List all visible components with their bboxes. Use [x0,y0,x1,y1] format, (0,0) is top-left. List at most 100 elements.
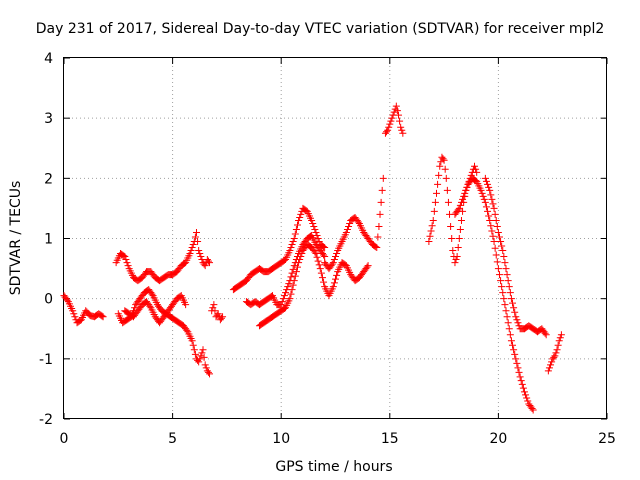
data-point [287,244,295,252]
data-point [342,228,350,236]
data-point [504,319,512,327]
data-point [394,111,402,119]
data-point [555,337,563,345]
data-point [431,198,439,206]
series-segment-12 [451,174,537,414]
data-point [201,262,209,270]
data-point [493,258,501,266]
data-point [312,228,320,236]
data-point [393,107,401,115]
x-tick-label: 0 [60,431,69,447]
data-point [318,274,326,282]
data-point [523,394,531,402]
data-point [315,238,323,246]
data-point [485,212,493,220]
y-tick-label: -1 [39,352,53,368]
data-point [484,180,492,188]
data-point [399,129,407,137]
data-point [386,120,394,128]
data-point [297,210,305,218]
y-tick-label: 3 [44,111,53,127]
data-point [429,216,437,224]
x-tick-label: 5 [168,431,177,447]
data-point [397,123,405,131]
data-point [201,361,209,369]
data-point [296,256,304,264]
y-tick-label: 1 [44,232,53,248]
series-segment-5 [208,301,227,324]
data-point [524,397,532,405]
chart-title: Day 231 of 2017, Sidereal Day-to-day VTE… [36,21,605,37]
data-point [182,301,190,309]
data-point [425,238,433,246]
data-point [518,380,526,388]
data-point [214,310,222,318]
data-point [486,186,494,194]
data-point [313,253,321,261]
data-point [295,259,303,267]
data-point [290,235,298,242]
data-point [494,228,502,236]
data-point [456,201,464,209]
data-point [190,346,198,354]
data-point [454,206,462,214]
data-point [489,200,497,208]
data-point [298,250,306,258]
data-point [332,253,339,261]
data-point [498,242,506,250]
data-point [542,331,550,339]
data-point [186,250,194,258]
data-point [286,247,294,255]
data-point [376,210,384,218]
data-point [492,251,500,259]
data-point [288,269,296,277]
data-point [392,102,400,110]
data-point [512,355,520,363]
data-point [495,233,503,241]
data-point [511,308,519,316]
data-point [461,189,469,197]
data-point [457,216,465,224]
data-point [490,238,498,246]
series-segment-13 [481,174,550,339]
data-point [507,337,515,345]
data-point [388,114,396,122]
data-point [202,364,210,372]
x-tick-label: 25 [598,431,616,447]
data-point [453,253,461,261]
data-point [552,349,560,357]
data-point [430,207,438,215]
data-point [485,183,493,191]
data-point [442,174,450,182]
data-point [500,253,508,261]
y-tick-label: -2 [39,412,53,428]
data-point [463,183,471,191]
x-tick-label: 20 [489,431,507,447]
data-point [293,263,301,271]
data-point [486,216,494,224]
data-point [473,168,481,176]
data-point [556,334,564,342]
data-point [188,337,196,345]
data-point [460,192,468,200]
data-point [206,370,214,378]
data-point [434,180,442,188]
data-point [297,253,305,261]
data-point [98,312,106,320]
data-point [489,232,497,240]
data-point [462,186,470,194]
data-point [379,174,387,182]
data-point [279,295,287,303]
data-point [557,331,565,339]
data-point [500,295,508,303]
data-point [481,198,489,206]
data-point [317,269,325,277]
data-point [123,259,131,267]
data-point [501,259,509,267]
data-point [492,216,500,224]
data-point [451,259,459,267]
data-point [457,198,465,206]
data-point [210,301,218,309]
data-points [60,102,565,414]
data-point [472,165,480,173]
